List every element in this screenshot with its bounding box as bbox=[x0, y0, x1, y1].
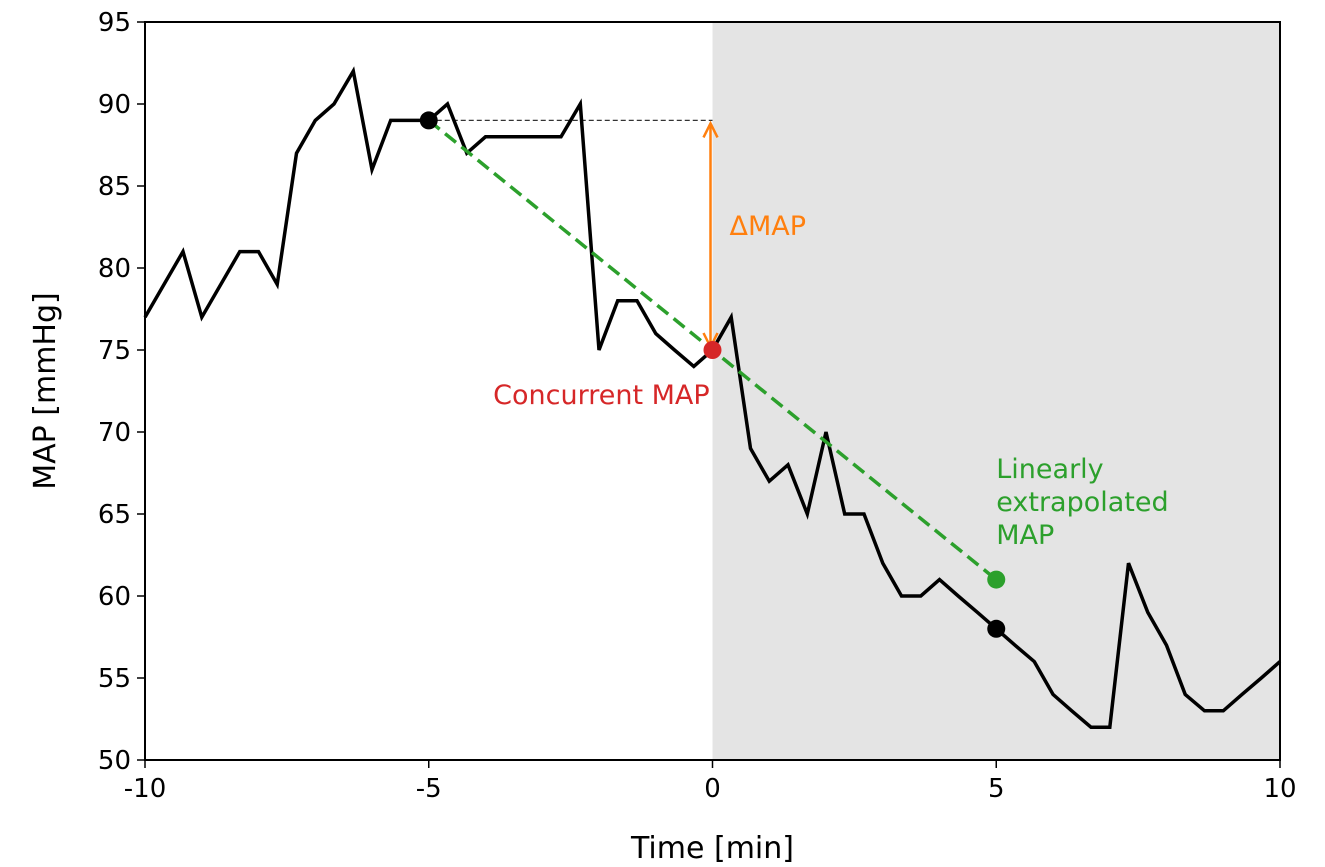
extrapolated-map-label-line-2: extrapolated bbox=[996, 487, 1168, 518]
map-series-line bbox=[143, 66, 1282, 729]
marker-points bbox=[419, 111, 1006, 638]
x-tick-label: 10 bbox=[1263, 774, 1296, 804]
marker-point-4 bbox=[987, 619, 1006, 638]
extrapolated-map-label-line-1: Linearly bbox=[996, 454, 1103, 485]
x-tick-label: -5 bbox=[416, 774, 442, 804]
x-tick-label: 5 bbox=[988, 774, 1005, 804]
y-tick-label: 55 bbox=[98, 664, 131, 694]
extrapolated-map-label: Linearly extrapolated MAP bbox=[996, 454, 1177, 551]
y-axis-ticks: 50 55 60 65 70 75 80 85 90 95 bbox=[98, 8, 145, 776]
y-tick-label: 65 bbox=[98, 500, 131, 530]
y-tick-label: 95 bbox=[98, 8, 131, 38]
marker-point-1 bbox=[419, 111, 438, 130]
extrapolated-map-label-line-3: MAP bbox=[996, 520, 1054, 551]
y-axis-title: MAP [mmHg] bbox=[28, 292, 63, 490]
marker-point-3 bbox=[987, 570, 1006, 589]
concurrent-map-label: Concurrent MAP bbox=[493, 380, 710, 411]
marker-point-2 bbox=[703, 341, 722, 359]
y-tick-label: 85 bbox=[98, 172, 131, 202]
y-tick-label: 90 bbox=[98, 90, 131, 120]
x-axis-ticks: -10 -5 0 5 10 bbox=[124, 760, 1297, 804]
delta-arrow-head-top bbox=[702, 120, 719, 138]
delta-map-label: ΔMAP bbox=[730, 211, 807, 242]
y-tick-label: 70 bbox=[98, 418, 131, 448]
y-tick-label: 75 bbox=[98, 336, 131, 366]
x-axis-title: Time [min] bbox=[630, 831, 794, 866]
x-tick-label: 0 bbox=[704, 774, 721, 804]
post-event-shaded-region bbox=[712, 22, 1280, 760]
y-tick-label: 60 bbox=[98, 582, 131, 612]
x-tick-label: -10 bbox=[124, 774, 166, 804]
y-tick-label: 80 bbox=[98, 254, 131, 284]
y-tick-label: 50 bbox=[98, 746, 131, 776]
